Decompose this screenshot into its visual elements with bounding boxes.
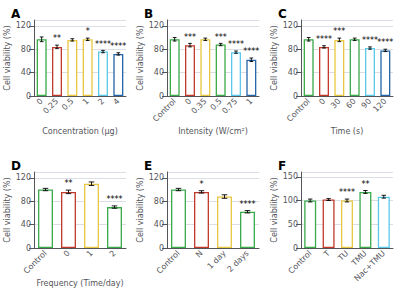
svg-text:Control: Control: [155, 249, 182, 276]
svg-text:TU: TU: [336, 249, 351, 264]
svg-text:150: 150: [283, 172, 298, 181]
svg-text:0: 0: [26, 92, 31, 101]
svg-text:0.5: 0.5: [60, 97, 75, 112]
svg-text:0: 0: [26, 244, 31, 253]
svg-text:Cell viability (%): Cell viability (%): [136, 177, 145, 242]
svg-text:80: 80: [21, 197, 31, 206]
svg-text:0: 0: [35, 97, 45, 107]
svg-text:1: 1: [81, 97, 91, 107]
svg-text:0: 0: [62, 249, 72, 259]
svg-text:4: 4: [112, 97, 122, 107]
svg-text:****: ****: [107, 195, 123, 204]
svg-text:*: *: [86, 27, 90, 36]
svg-text:Control: Control: [22, 249, 49, 276]
svg-text:120: 120: [149, 173, 164, 182]
svg-text:40: 40: [154, 68, 164, 77]
svg-text:100: 100: [283, 196, 298, 205]
svg-text:0: 0: [183, 97, 193, 107]
svg-text:Frequency (Time/day): Frequency (Time/day): [36, 279, 123, 288]
svg-text:80: 80: [21, 45, 31, 54]
svg-text:**: **: [361, 180, 369, 189]
svg-text:****: ****: [228, 40, 244, 49]
svg-text:****: ****: [95, 40, 111, 49]
svg-text:****: ****: [240, 200, 256, 209]
svg-text:1: 1: [245, 97, 255, 107]
svg-text:80: 80: [288, 45, 298, 54]
svg-text:0: 0: [317, 97, 327, 107]
svg-text:120: 120: [16, 21, 31, 30]
svg-text:A: A: [11, 7, 21, 21]
svg-text:90: 90: [359, 96, 374, 111]
svg-text:0: 0: [293, 244, 298, 253]
svg-text:120: 120: [149, 21, 164, 30]
svg-text:****: ****: [110, 42, 126, 51]
svg-text:Cell viability (%): Cell viability (%): [270, 25, 279, 90]
svg-text:80: 80: [154, 45, 164, 54]
svg-text:40: 40: [154, 220, 164, 229]
svg-text:40: 40: [21, 68, 31, 77]
svg-text:*: *: [200, 180, 204, 189]
svg-text:0: 0: [159, 92, 164, 101]
svg-text:***: ***: [184, 33, 196, 42]
svg-text:****: ****: [316, 35, 332, 44]
svg-text:0.5: 0.5: [208, 96, 224, 113]
svg-text:****: ****: [243, 47, 259, 56]
svg-text:T: T: [321, 249, 332, 260]
svg-text:120: 120: [16, 173, 31, 182]
svg-text:Cell viability (%): Cell viability (%): [3, 25, 12, 90]
svg-text:***: ***: [333, 27, 345, 36]
svg-text:***: ***: [215, 33, 227, 42]
svg-text:**: **: [65, 179, 73, 188]
svg-text:N: N: [194, 249, 205, 260]
svg-text:2: 2: [96, 97, 106, 107]
svg-text:120: 120: [371, 97, 388, 114]
svg-text:Control: Control: [151, 97, 178, 124]
svg-text:Nac+TMU: Nac+TMU: [353, 249, 387, 283]
svg-text:****: ****: [339, 188, 355, 197]
svg-text:F: F: [278, 159, 286, 173]
svg-text:40: 40: [21, 220, 31, 229]
svg-text:Time (s): Time (s): [330, 127, 364, 136]
svg-text:50: 50: [288, 220, 298, 229]
svg-text:2: 2: [108, 249, 118, 259]
svg-text:2 days: 2 days: [226, 249, 251, 274]
svg-text:0.25: 0.25: [41, 97, 60, 116]
svg-text:0: 0: [159, 244, 164, 253]
svg-text:80: 80: [154, 197, 164, 206]
svg-text:0.75: 0.75: [220, 97, 239, 116]
svg-text:0: 0: [293, 92, 298, 101]
svg-text:D: D: [11, 159, 21, 173]
svg-text:Cell viability (%): Cell viability (%): [270, 177, 279, 242]
svg-text:1 day: 1 day: [205, 248, 228, 271]
svg-text:B: B: [144, 7, 153, 21]
svg-text:Concentration (μg): Concentration (μg): [42, 127, 118, 136]
svg-text:Control: Control: [285, 97, 312, 124]
svg-text:40: 40: [288, 68, 298, 77]
svg-text:Control: Control: [287, 249, 314, 276]
svg-text:****: ****: [377, 38, 393, 47]
svg-text:E: E: [144, 159, 152, 173]
svg-text:Cell viability (%): Cell viability (%): [3, 177, 12, 242]
svg-text:Cell viability (%): Cell viability (%): [136, 25, 145, 90]
svg-text:****: ****: [362, 36, 378, 45]
svg-text:0.35: 0.35: [190, 97, 209, 116]
svg-text:1: 1: [85, 249, 95, 259]
svg-text:C: C: [278, 7, 287, 21]
svg-text:**: **: [53, 34, 61, 43]
svg-text:60: 60: [344, 97, 358, 111]
svg-text:30: 30: [329, 97, 343, 111]
svg-text:Intensity (W/cm²): Intensity (W/cm²): [178, 127, 248, 136]
svg-text:120: 120: [283, 21, 298, 30]
